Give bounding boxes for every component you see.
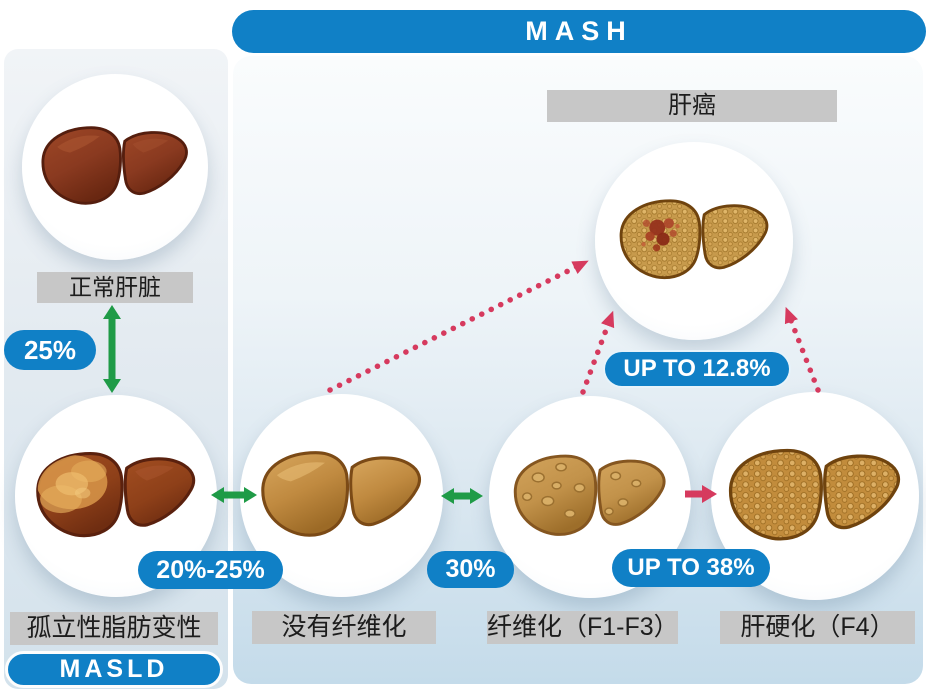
fatty-liver-icon [36, 451, 196, 538]
percentage-badge-25: 25% [4, 330, 96, 370]
healthy-liver-icon [41, 126, 189, 205]
percentage-badge-up-to-38: UP TO 38% [612, 549, 770, 587]
liver-cancer-circle [595, 142, 793, 340]
liver-with-tumor-icon [619, 199, 769, 280]
bumpy-fibrotic-liver-icon [514, 454, 666, 537]
cirrhosis-label: 肝硬化（F4） [720, 611, 915, 644]
tumor-spot [641, 218, 680, 252]
no-fibrosis-label: 没有纤维化 [252, 611, 436, 644]
percentage-badge-30: 30% [427, 551, 514, 588]
normal-liver-label: 正常肝脏 [37, 272, 193, 303]
normal-liver-circle [22, 74, 208, 260]
isolated-steatosis-label: 孤立性脂肪变性 [10, 612, 218, 645]
masld-banner: MASLD [5, 651, 223, 688]
fibrosis-label: 纤维化（F1-F3） [487, 611, 679, 644]
smooth-mash-liver-icon [261, 451, 422, 537]
percentage-badge-up-to-12-8: UP TO 12.8% [603, 350, 791, 388]
mash-banner: MASH [232, 10, 926, 53]
percentage-badge-20-25: 20%-25% [138, 551, 283, 589]
nodular-cirrhotic-liver-icon [729, 448, 901, 541]
liver-cancer-label: 肝癌 [547, 90, 837, 122]
